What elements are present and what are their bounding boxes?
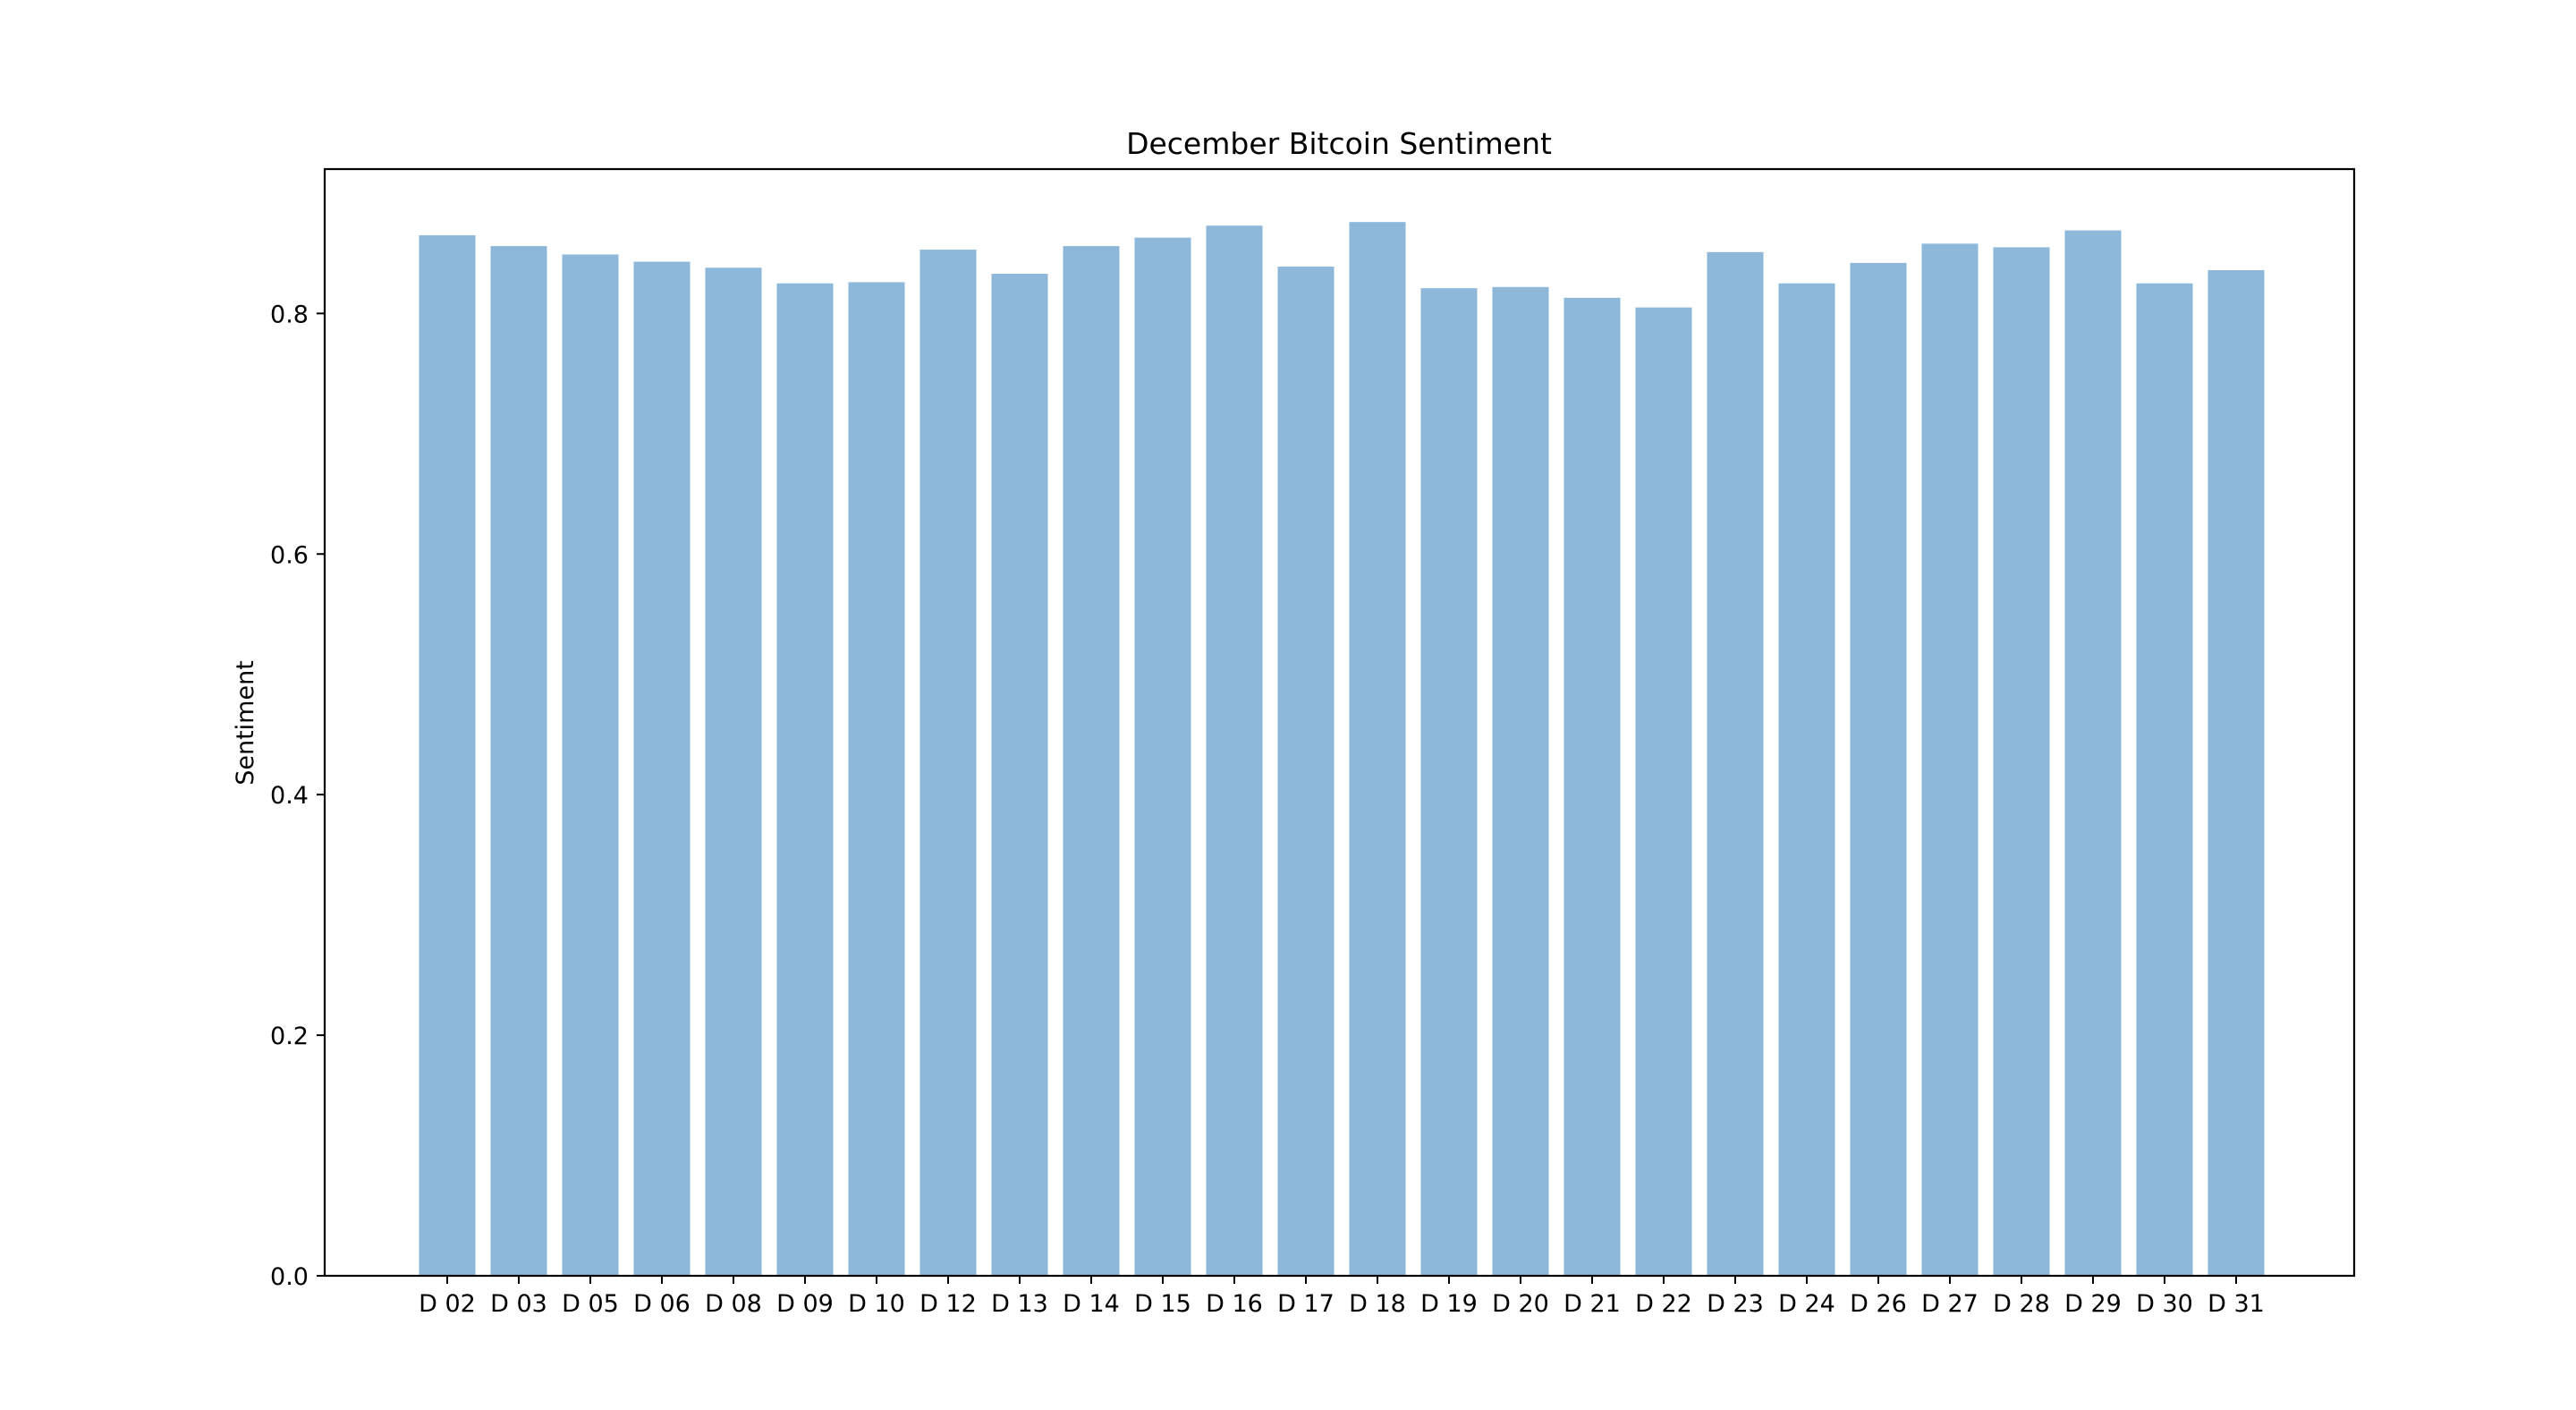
plot-frame — [323, 167, 2356, 1278]
x-tick-label: D 22 — [1635, 1290, 1692, 1318]
bar-d-22 — [1635, 307, 1692, 1277]
bar-d-24 — [1778, 283, 1835, 1277]
x-tick-label: D 29 — [2064, 1290, 2122, 1318]
x-tick-label: D 06 — [633, 1290, 691, 1318]
bar-d-18 — [1349, 222, 1406, 1276]
x-tick-label: D 24 — [1778, 1290, 1835, 1318]
x-tick-label: D 18 — [1349, 1290, 1406, 1318]
bar-d-17 — [1277, 266, 1335, 1276]
bar-d-16 — [1206, 225, 1263, 1277]
x-tick-label: D 27 — [1921, 1290, 1979, 1318]
bar-d-26 — [1850, 262, 1907, 1276]
bar-d-31 — [2207, 269, 2265, 1277]
x-tick-label: D 05 — [562, 1290, 619, 1318]
x-tick-label: D 26 — [1850, 1290, 1907, 1318]
x-tick-label: D 19 — [1420, 1290, 1478, 1318]
x-tick-label: D 31 — [2207, 1290, 2265, 1318]
bar-d-05 — [562, 254, 619, 1277]
bar-d-08 — [705, 268, 762, 1276]
y-axis-label: Sentiment — [232, 660, 259, 786]
bar-d-12 — [919, 250, 977, 1277]
bar-d-23 — [1707, 251, 1764, 1276]
y-tick-label: 0.6 — [270, 541, 309, 569]
x-tick-label: D 17 — [1277, 1290, 1335, 1318]
bar-d-14 — [1063, 246, 1120, 1276]
bar-d-20 — [1492, 286, 1549, 1276]
y-tick-label: 0.8 — [270, 301, 309, 328]
bar-d-15 — [1134, 237, 1191, 1276]
x-tick-label: D 09 — [776, 1290, 834, 1318]
x-axis: D 02 D 03 D 05 D 06 D 08 D 09 D 10 D 12 D 13 D 14… — [419, 1276, 2265, 1318]
bar-d-21 — [1563, 297, 1621, 1276]
bar-d-27 — [1921, 243, 1979, 1276]
bar-d-06 — [633, 261, 691, 1276]
x-tick-label: D 03 — [490, 1290, 547, 1318]
x-tick-label: D 15 — [1134, 1290, 1191, 1318]
bar-d-30 — [2136, 283, 2193, 1277]
x-tick-label: D 10 — [848, 1290, 905, 1318]
x-tick-label: D 28 — [1993, 1290, 2050, 1318]
x-tick-label: D 13 — [991, 1290, 1048, 1318]
bar-d-10 — [848, 282, 905, 1276]
x-tick-label: D 12 — [919, 1290, 977, 1318]
x-tick-label: D 30 — [2136, 1290, 2193, 1318]
x-tick-label: D 14 — [1063, 1290, 1120, 1318]
y-tick-label: 0.0 — [270, 1263, 309, 1291]
x-tick-label: D 16 — [1206, 1290, 1263, 1318]
x-tick-label: D 23 — [1707, 1290, 1764, 1318]
bar-d-03 — [490, 246, 547, 1276]
y-tick-label: 0.4 — [270, 782, 309, 810]
y-tick-label: 0.2 — [270, 1023, 309, 1050]
x-tick-label: D 08 — [705, 1290, 762, 1318]
x-tick-label: D 20 — [1492, 1290, 1549, 1318]
bar-d-28 — [1993, 247, 2050, 1276]
x-tick-label: D 02 — [419, 1290, 476, 1318]
bar-d-29 — [2064, 230, 2122, 1276]
chart-title: December Bitcoin Sentiment — [1126, 126, 1552, 161]
bar-d-09 — [776, 283, 834, 1277]
bar-d-19 — [1420, 288, 1478, 1276]
bar-d-02 — [419, 234, 476, 1277]
bar-d-13 — [991, 273, 1048, 1277]
bars-group — [419, 222, 2265, 1277]
x-tick-label: D 21 — [1563, 1290, 1621, 1318]
y-axis: 0.0 0.2 0.4 0.6 0.8 — [270, 301, 325, 1291]
